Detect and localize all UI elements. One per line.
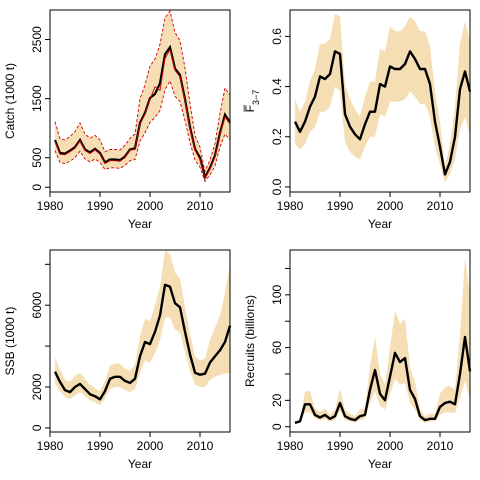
catch-x-tick-label: 2000: [137, 199, 164, 213]
recruits-x-tick-label: 2000: [377, 439, 404, 453]
fbar-estimate-line: [293, 50, 472, 176]
catch-x-tick-label: 1990: [87, 199, 114, 213]
fbar-y-axis-label-subscript: 3−7: [251, 90, 261, 105]
fbar-confidence-band: [295, 13, 470, 182]
ssb-x-tick-label: 2010: [187, 439, 214, 453]
catch-plot-frame: [49, 9, 231, 193]
catch-y-tick-label: 0: [30, 184, 44, 191]
catch-x-axis-label: Year: [128, 217, 152, 231]
recruits-y-tick-label: 0: [270, 423, 284, 430]
ssb-plot-frame: [49, 249, 231, 433]
recruits-estimate-line: [294, 335, 472, 424]
fbar-y-axis-label: F̅3−7: [243, 90, 261, 113]
recruits-x-tick-label: 1980: [277, 439, 304, 453]
ssb-x-tick-label: 1990: [87, 439, 114, 453]
fbar-y-tick-label: 0.2: [270, 128, 284, 145]
panel-catch: 1980 1990 2000 2010 0 500 1500 2500 Year Catch (1…: [3, 9, 231, 231]
fbar-x-tick-label: 1980: [277, 199, 304, 213]
fbar-y-tick-label: 0.0: [270, 178, 284, 195]
recruits-y-tick-label: 100: [270, 285, 284, 305]
catch-lower-bound-line: [54, 79, 231, 183]
ssb-y-axis-label: SSB (1000 t): [3, 307, 17, 376]
recruits-x-tick-label: 2010: [427, 439, 454, 453]
recruits-y-tick-label: 20: [270, 393, 284, 407]
panel-ssb: 1980 1990 2000 2010 0 2000 6000 Year SSB (1000 t…: [3, 249, 232, 471]
fbar-plot-frame: [289, 9, 471, 193]
recruits-confidence-band: [295, 257, 470, 425]
ssb-x-axis-label: Year: [128, 457, 152, 471]
catch-observed-line: [54, 48, 231, 179]
ssb-confidence-band: [55, 250, 230, 406]
catch-y-tick-label: 2500: [30, 26, 44, 53]
fbar-y-tick-label: 0.4: [270, 78, 284, 95]
ssb-x-tick-label: 2000: [137, 439, 164, 453]
recruits-x-tick-label: 1990: [327, 439, 354, 453]
fbar-x-axis-label: Year: [368, 217, 392, 231]
fbar-x-tick-label: 2000: [377, 199, 404, 213]
fbar-y-tick-label: 0.6: [270, 28, 284, 45]
catch-confidence-band: [55, 11, 230, 182]
catch-y-tick-label: 500: [30, 147, 44, 167]
recruits-y-tick-label: 60: [270, 341, 284, 355]
recruits-plot-frame: [289, 249, 471, 433]
ssb-estimate-line: [53, 283, 232, 401]
ssb-y-tick-label: 0: [30, 424, 44, 431]
ssb-y-tick-label: 6000: [30, 292, 44, 319]
fbar-x-tick-label: 2010: [427, 199, 454, 213]
recruits-x-axis-label: Year: [368, 457, 392, 471]
catch-x-tick-label: 1980: [37, 199, 64, 213]
ssb-x-tick-label: 1980: [37, 439, 64, 453]
catch-y-tick-label: 1500: [30, 85, 44, 112]
fbar-x-tick-label: 1990: [327, 199, 354, 213]
ssb-y-tick-label: 2000: [30, 373, 44, 400]
panel-fbar: 1980 1990 2000 2010 0.0 0.2 0.4 0.6 Year F̅3−7: [243, 9, 472, 231]
catch-upper-bound-line: [54, 10, 231, 173]
recruits-y-axis-label: Recruits (billions): [243, 295, 257, 387]
catch-y-axis-label: Catch (1000 t): [3, 63, 17, 139]
panel-recruits: 1980 1990 2000 2010 0 20 60 100 Year Recruits (bi…: [243, 249, 472, 471]
catch-x-tick-label: 2010: [187, 199, 214, 213]
